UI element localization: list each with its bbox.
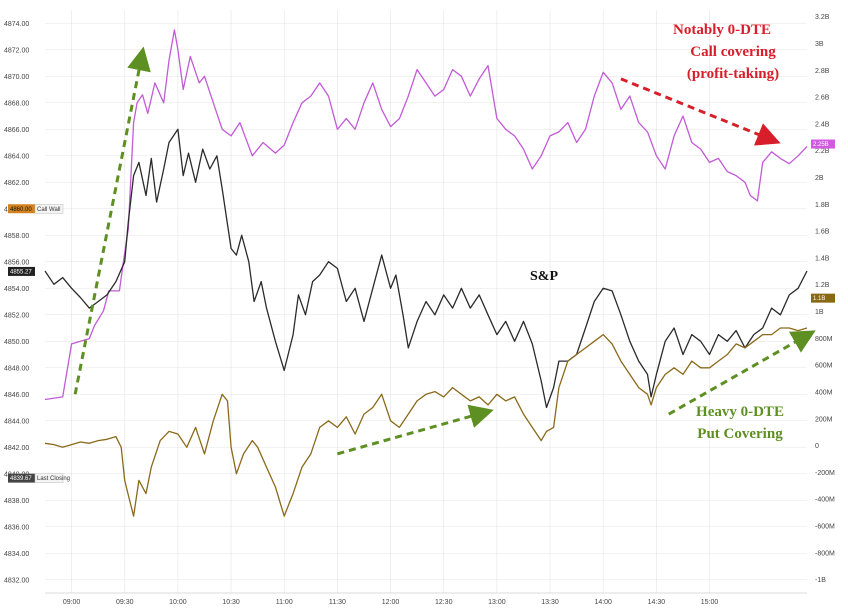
annotation-arrows: [73, 46, 816, 456]
x-tick-label: 15:00: [701, 599, 719, 606]
x-tick-label: 09:00: [63, 599, 81, 606]
left-tick-label: 4850.00: [4, 339, 29, 346]
x-tick-label: 12:30: [435, 599, 453, 606]
right-value-tag-text: 1.1B: [813, 296, 825, 302]
right-tick-label: -1B: [815, 577, 826, 584]
right-value-tag-text: 2.25B: [813, 142, 829, 148]
left-tick-label: 4854.00: [4, 286, 29, 293]
call-covering-line-2: Call covering: [690, 44, 776, 60]
right-tick-label: 200M: [815, 416, 833, 423]
right-tick-label: -600M: [815, 523, 835, 530]
left-value-tag: [8, 204, 35, 214]
right-tick-label: 2.8B: [815, 68, 830, 75]
series-line: [44, 128, 808, 409]
right-axis: 3.2B 3B 2.8B 2.6B 2.4B 2.2B 2B 1.8B 1.6B 1.4B 1.2B…: [815, 14, 835, 584]
left-value-tag-text: 4860.00: [10, 207, 32, 213]
left-tick-label: 4868.00: [4, 100, 29, 107]
right-tick-label: 2.4B: [815, 121, 830, 128]
left-tick-label: 4862.00: [4, 180, 29, 187]
right-tick-label: 3.2B: [815, 14, 830, 21]
x-tick-label: 14:30: [648, 599, 666, 606]
left-tick-label: 4872.00: [4, 47, 29, 54]
series-line: [44, 327, 808, 517]
right-tick-label: 2B: [815, 175, 824, 182]
left-value-tag-label: Last Closing: [37, 476, 70, 482]
left-tick-label: 4832.00: [4, 577, 29, 584]
series-line: [44, 29, 808, 401]
call-covering-line-1: Notably 0-DTE: [673, 22, 771, 38]
annotation-arrow: [668, 330, 816, 416]
left-tick-label: 4858.00: [4, 233, 29, 240]
x-tick-label: 12:00: [382, 599, 400, 606]
x-tick-label: 11:30: [329, 599, 346, 606]
x-tick-label: 09:30: [116, 599, 134, 606]
right-tick-label: 400M: [815, 389, 833, 396]
left-value-tag-text: 4839.67: [10, 476, 32, 482]
x-tick-label: 13:00: [488, 599, 506, 606]
right-tick-label: 2.2B: [815, 148, 830, 155]
right-tick-label: -800M: [815, 550, 835, 557]
right-tick-label: -400M: [815, 497, 835, 504]
left-value-tag-label-box: [34, 473, 64, 483]
x-tick-label: 13:30: [541, 599, 559, 606]
put-covering-line-2: Put Covering: [697, 426, 783, 442]
grid: [45, 10, 807, 594]
left-tick-label: 4856.00: [4, 259, 29, 266]
series-lines: [44, 29, 808, 517]
annotation-arrow: [73, 46, 151, 395]
left-tick-label: 4842.00: [4, 445, 29, 452]
left-tick-label: 4836.00: [4, 524, 29, 531]
right-tick-label: 1B: [815, 309, 824, 316]
left-value-tag: [8, 266, 35, 276]
right-tick-label: 600M: [815, 363, 833, 370]
right-tick-label: 1.8B: [815, 202, 830, 209]
right-tick-label: 2.6B: [815, 95, 830, 102]
left-tick-label: 4844.00: [4, 418, 29, 425]
left-tick-label: 4852.00: [4, 312, 29, 319]
left-tick-label: 4874.00: [4, 21, 29, 28]
left-tick-label: 4870.00: [4, 74, 29, 81]
right-tick-label: 1.4B: [815, 255, 830, 262]
right-tick-label: 800M: [815, 336, 833, 343]
left-tick-label: 4848.00: [4, 365, 29, 372]
right-value-tag: [811, 139, 835, 149]
annotation-arrow: [336, 404, 494, 456]
put-covering-line-1: Heavy 0-DTE: [696, 404, 784, 420]
x-axis: 09:00 09:30 10:00 10:30 11:00 11:30 12:00 12:30…: [63, 599, 719, 606]
left-value-tag: [8, 473, 35, 483]
left-value-tag-label: Call Wall: [37, 207, 60, 213]
x-tick-label: 10:00: [169, 599, 187, 606]
left-tick-label: 4838.00: [4, 498, 29, 505]
right-tick-label: -200M: [815, 470, 835, 477]
x-tick-label: 11:00: [276, 599, 293, 606]
left-value-tag-label-box: [34, 204, 64, 214]
x-tick-label: 14:00: [594, 599, 612, 606]
x-tick-label: 10:30: [222, 599, 240, 606]
right-tick-label: 3B: [815, 41, 824, 48]
right-tick-label: 1.6B: [815, 229, 830, 236]
call-covering-line-3: (profit-taking): [687, 66, 779, 82]
right-tick-label: 1.2B: [815, 282, 830, 289]
sp-label: S&P: [530, 269, 558, 284]
left-value-tag-text: 4855.27: [10, 269, 32, 275]
axis-value-tags: 4860.00 Call Wall 4855.27 4839.67 Last Closi…: [8, 139, 835, 483]
left-tick-label: 4866.00: [4, 127, 29, 134]
left-tick-label: 4834.00: [4, 551, 29, 558]
right-value-tag: [811, 293, 835, 303]
left-tick-label: 4846.00: [4, 392, 29, 399]
right-tick-label: 0: [815, 443, 819, 450]
annotation-arrow: [620, 77, 781, 146]
left-tick-label: 4864.00: [4, 153, 29, 160]
